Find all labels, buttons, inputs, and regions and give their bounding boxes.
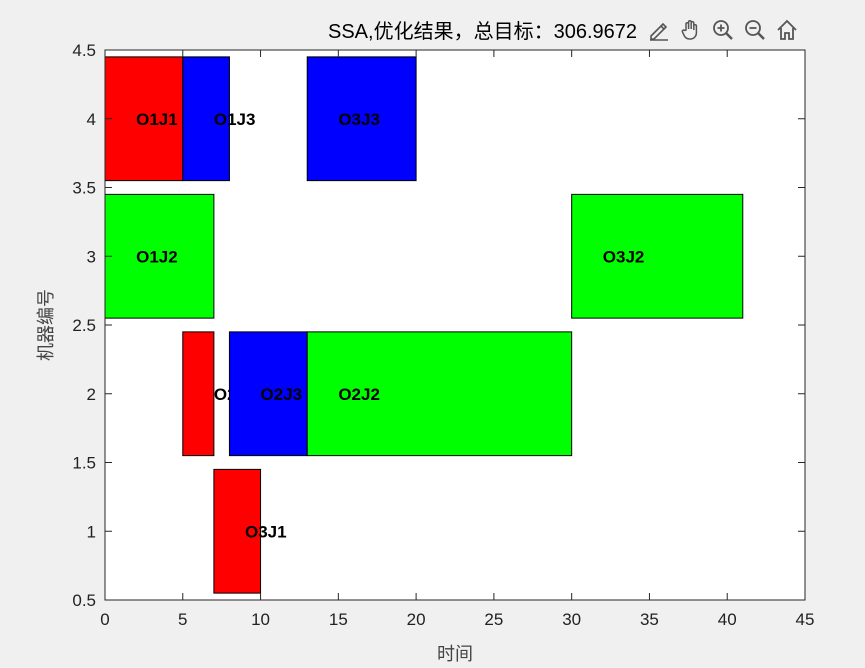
x-tick-label: 0 [100, 610, 109, 629]
bar-label: O3J2 [603, 247, 645, 266]
bar-rect [104, 193, 215, 319]
gantt-bar-o2j2: O2J2 [306, 331, 573, 457]
y-tick-label: 1.5 [72, 454, 96, 473]
bars-layer: O1J1O1J3O3J3O1J2O3J2O2J1O2J3O2J2O3J1 [104, 56, 744, 594]
x-tick-label: 15 [329, 610, 348, 629]
y-axis-label: 机器编号 [36, 289, 56, 361]
x-tick-label: 10 [251, 610, 270, 629]
ticks-layer: 0 5 10 15 20 25 30 35 40 45 0.5 1 1.5 2 2.5 3 3.5 4 4.5 [72, 41, 814, 629]
home-icon[interactable] [773, 16, 801, 44]
x-tick-label: 45 [796, 610, 815, 629]
y-tick-label: 0.5 [72, 591, 96, 610]
bar-rect [182, 56, 230, 182]
x-tick-label: 35 [640, 610, 659, 629]
y-tick-label: 4.5 [72, 41, 96, 60]
x-tick-label: 40 [718, 610, 737, 629]
bar-label: O1J3 [214, 110, 256, 129]
x-axis-label: 时间 [437, 644, 473, 664]
x-tick-label: 5 [178, 610, 187, 629]
edit-data-icon[interactable] [645, 16, 673, 44]
bar-label: O2J3 [261, 385, 303, 404]
y-tick-label: 2 [87, 385, 96, 404]
y-tick-label: 2.5 [72, 316, 96, 335]
pan-hand-icon[interactable] [677, 16, 705, 44]
gantt-bar-o3j3: O3J3 [306, 56, 417, 182]
x-tick-label: 30 [562, 610, 581, 629]
gantt-bar-o3j2: O3J2 [571, 193, 744, 319]
bar-label: O3J3 [338, 110, 380, 129]
gantt-bar-o3j1: O3J1 [213, 468, 287, 594]
y-tick-label: 3 [87, 247, 96, 266]
y-tick-label: 1 [87, 522, 96, 541]
gantt-bar-o2j3: O2J3 [228, 331, 308, 457]
bar-rect [306, 56, 417, 182]
x-tick-label: 20 [407, 610, 426, 629]
gantt-bar-o1j2: O1J2 [104, 193, 215, 319]
bar-label: O1J1 [136, 110, 178, 129]
gantt-bar-o1j3: O1J3 [182, 56, 256, 182]
axes-toolbar [645, 16, 801, 44]
y-tick-label: 3.5 [72, 179, 96, 198]
bar-label: O3J1 [245, 522, 287, 541]
x-tick-label: 25 [484, 610, 503, 629]
bar-rect [571, 193, 744, 319]
bar-label: O1J2 [136, 247, 178, 266]
chart-title: SSA,优化结果，总目标：306.9672 [328, 20, 637, 43]
bar-label: O2J2 [338, 385, 380, 404]
y-tick-label: 4 [87, 110, 96, 129]
zoom-out-icon[interactable] [741, 16, 769, 44]
gantt-bar-o1j1: O1J1 [104, 56, 184, 182]
bar-rect [213, 468, 262, 594]
bar-rect [104, 56, 184, 182]
bar-rect [182, 331, 215, 457]
bar-rect [228, 331, 308, 457]
bar-rect [306, 331, 573, 457]
zoom-in-icon[interactable] [709, 16, 737, 44]
